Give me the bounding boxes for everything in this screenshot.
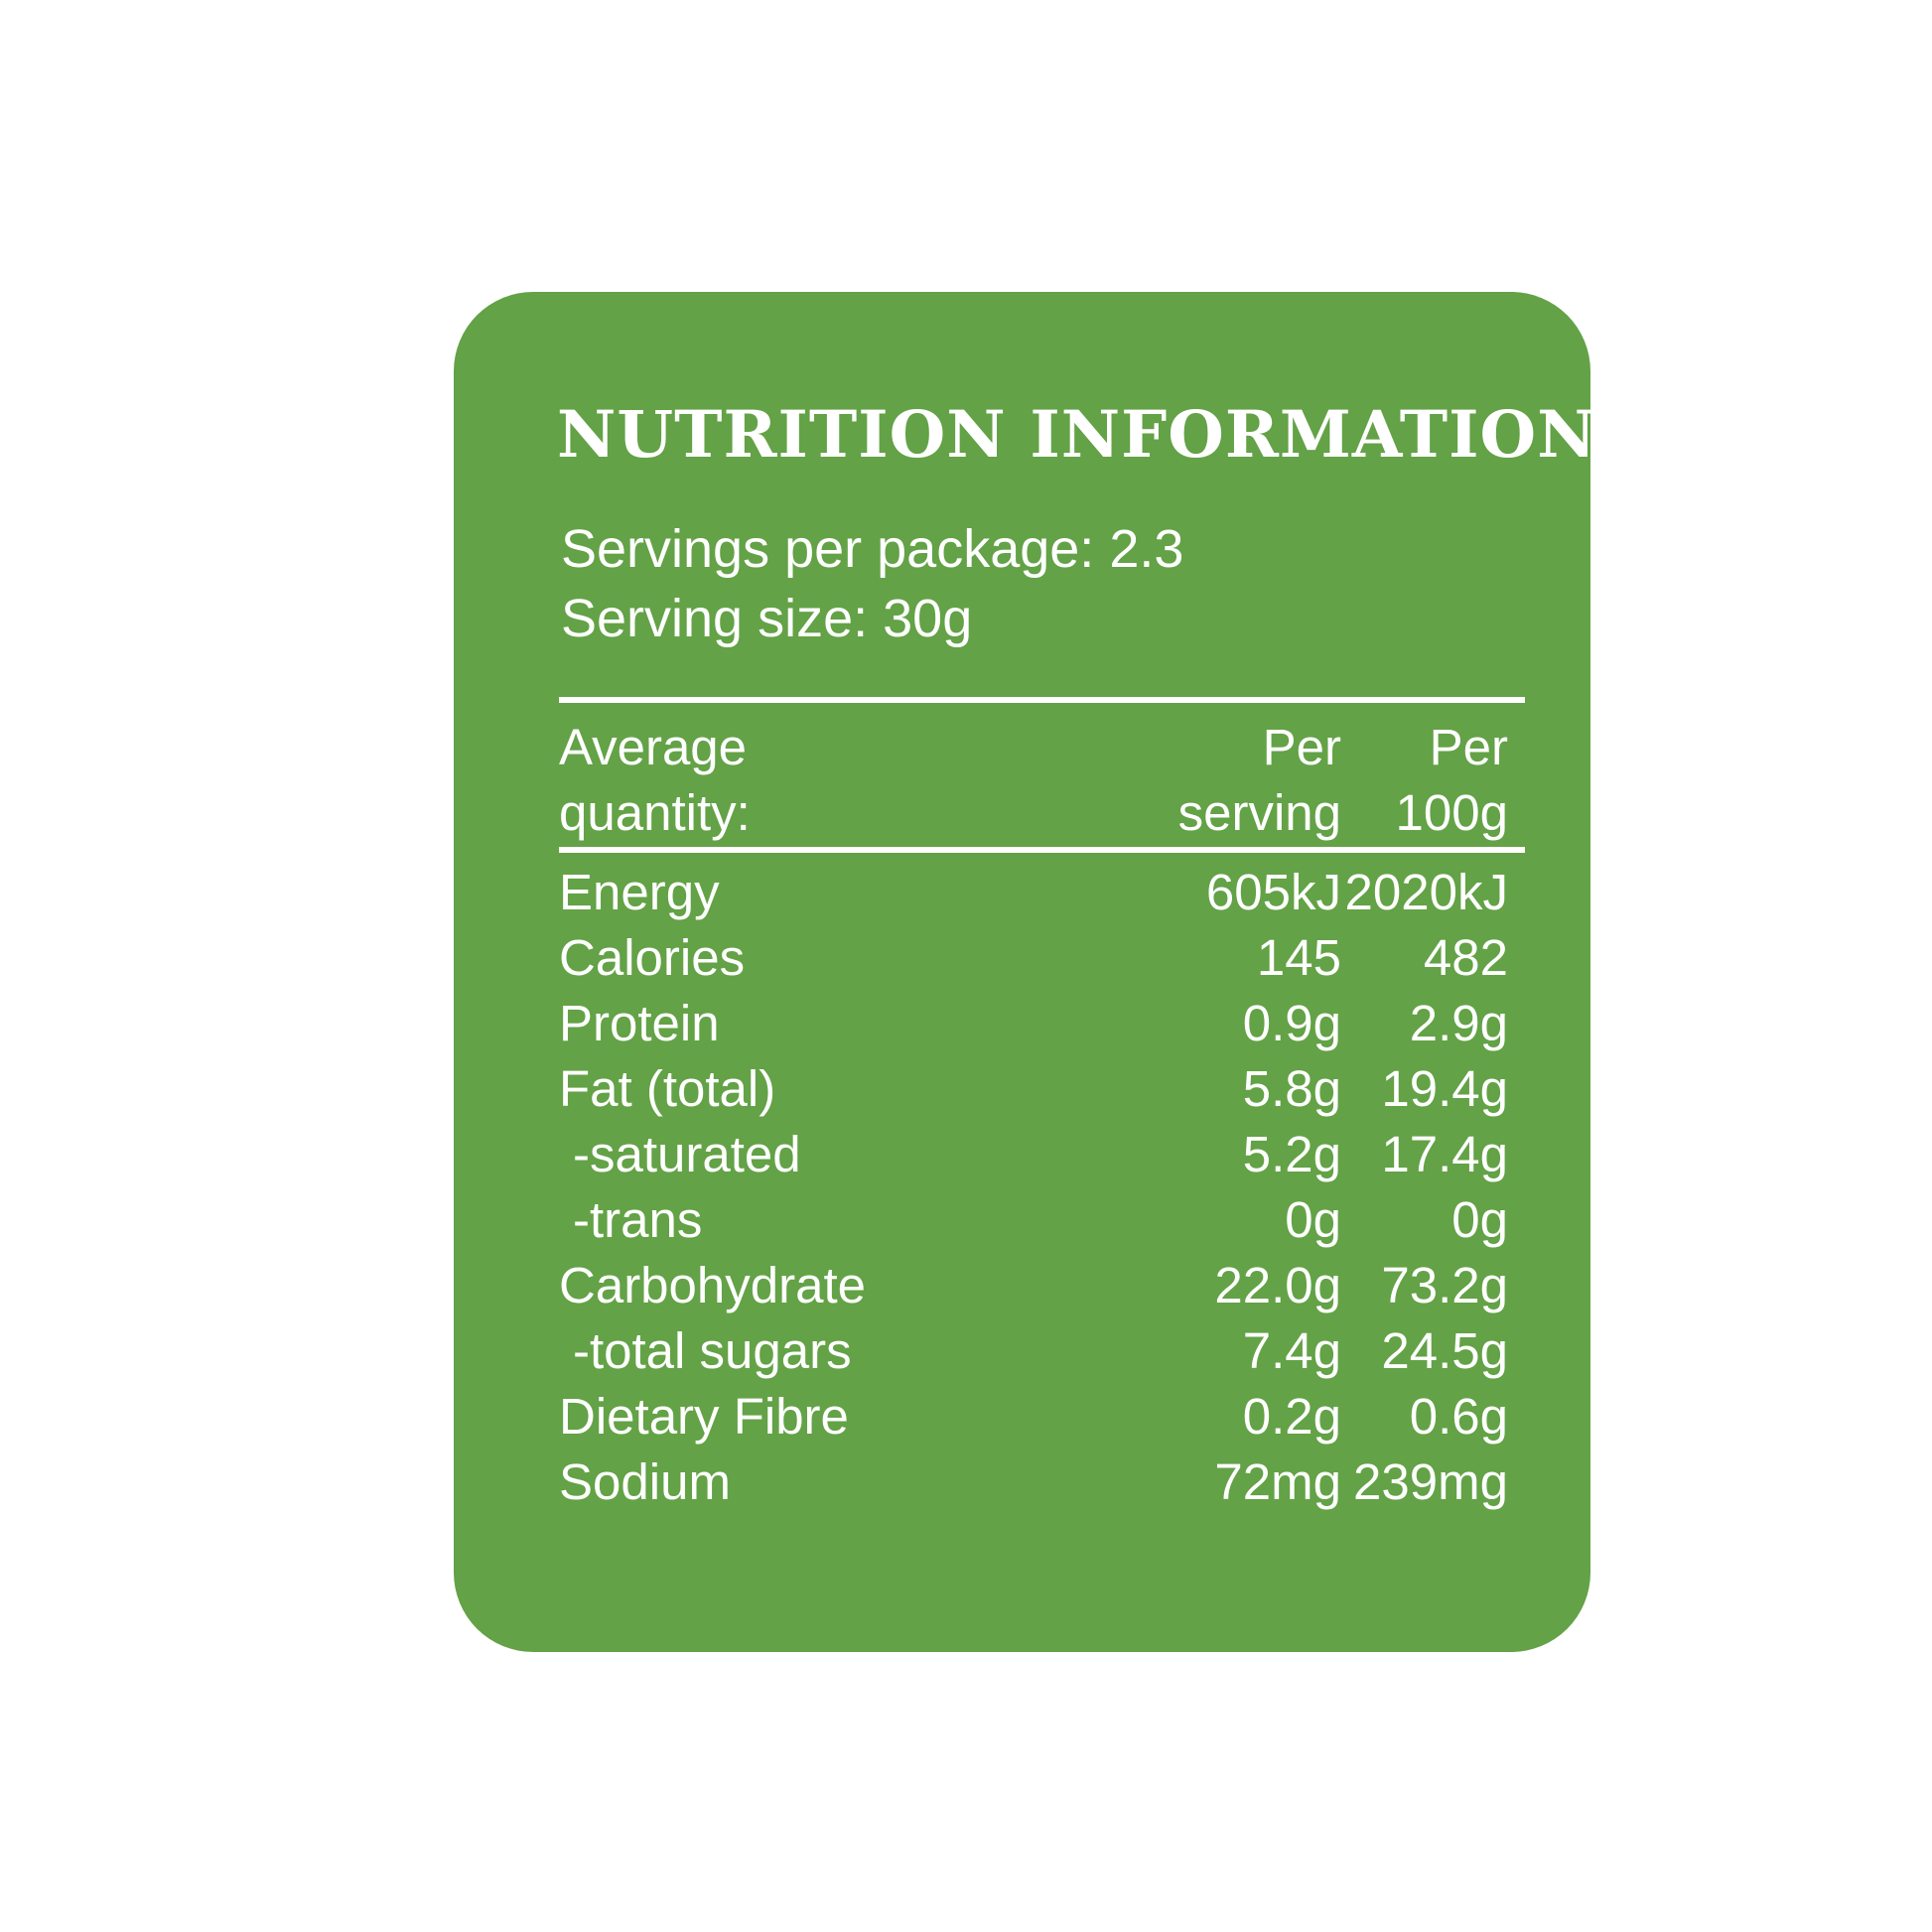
per-serving-value: 22.0g (1214, 1257, 1341, 1313)
nutrition-table-body: Energy 605kJ 2020kJ Calories 145 482 Protein 0.… (559, 860, 1508, 1515)
per-serving-value: 605kJ (1205, 864, 1341, 920)
header-line: Average (559, 719, 748, 775)
per-100g-value: 17.4g (1381, 1126, 1508, 1182)
per-serving-value: 5.8g (1242, 1060, 1341, 1117)
row-label: Sodium (559, 1453, 731, 1510)
per-100g-value: 19.4g (1381, 1060, 1508, 1117)
per-serving-value: 72mg (1214, 1453, 1341, 1510)
per-100g-value: 24.5g (1381, 1322, 1508, 1379)
header-line: Per (1262, 719, 1341, 775)
per-serving-value: 145 (1256, 929, 1341, 986)
header-line: Per (1429, 719, 1508, 775)
table-row: Dietary Fibre 0.2g 0.6g (559, 1384, 1508, 1449)
top-divider (559, 697, 1525, 703)
table-row: -trans 0g 0g (559, 1187, 1508, 1253)
table-row: Sodium 72mg 239mg (559, 1449, 1508, 1515)
header-average-quantity: Average quantity: (559, 715, 751, 846)
header-per-100g: Per 100g (1347, 715, 1508, 846)
row-label: Energy (559, 864, 720, 920)
per-serving-value: 0.2g (1242, 1388, 1341, 1445)
per-serving-value: 0g (1285, 1191, 1341, 1248)
header-line: serving (1177, 784, 1341, 841)
row-label: Protein (559, 995, 720, 1051)
per-100g-value: 0g (1451, 1191, 1508, 1248)
table-row: Calories 145 482 (559, 925, 1508, 991)
table-row: Energy 605kJ 2020kJ (559, 860, 1508, 925)
row-label: Calories (559, 929, 746, 986)
per-serving-value: 0.9g (1242, 995, 1341, 1051)
per-100g-value: 2.9g (1409, 995, 1508, 1051)
per-serving-value: 7.4g (1242, 1322, 1341, 1379)
nutrition-panel: NUTRITION INFORMATION Servings per packa… (454, 292, 1596, 1652)
table-row: Fat (total) 5.8g 19.4g (559, 1056, 1508, 1122)
header-divider (559, 847, 1525, 853)
table-row: Carbohydrate 22.0g 73.2g (559, 1253, 1508, 1318)
table-row: -saturated 5.2g 17.4g (559, 1122, 1508, 1187)
per-serving-value: 5.2g (1242, 1126, 1341, 1182)
row-label: -saturated (573, 1126, 801, 1182)
header-line: quantity: (559, 784, 751, 841)
per-100g-value: 2020kJ (1344, 864, 1508, 920)
row-label: Dietary Fibre (559, 1388, 849, 1445)
serving-size: Serving size: 30g (561, 589, 973, 648)
header-per-serving: Per serving (1049, 715, 1341, 846)
per-100g-value: 0.6g (1409, 1388, 1508, 1445)
servings-per-package: Servings per package: 2.3 (561, 519, 1184, 579)
row-label: Fat (total) (559, 1060, 776, 1117)
row-label: -total sugars (573, 1322, 852, 1379)
table-row: -total sugars 7.4g 24.5g (559, 1318, 1508, 1384)
table-row: Protein 0.9g 2.9g (559, 991, 1508, 1056)
header-line: 100g (1395, 784, 1508, 841)
row-label: Carbohydrate (559, 1257, 867, 1313)
nutrition-title: NUTRITION INFORMATION (557, 397, 1597, 473)
row-label: -trans (573, 1191, 703, 1248)
per-100g-value: 239mg (1353, 1453, 1508, 1510)
per-100g-value: 73.2g (1381, 1257, 1508, 1313)
per-100g-value: 482 (1423, 929, 1508, 986)
